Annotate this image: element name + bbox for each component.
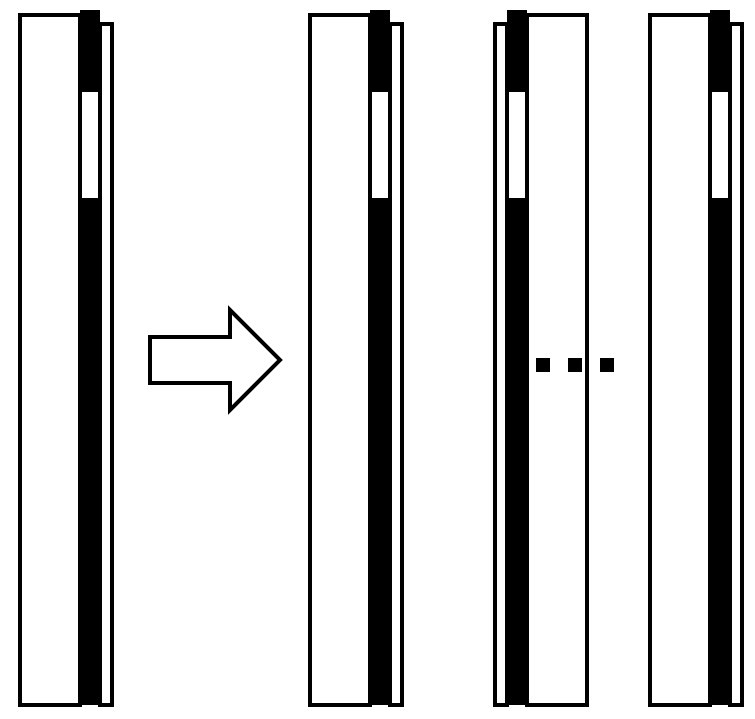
arrow-icon — [150, 310, 280, 410]
ellipsis-dot — [536, 358, 550, 372]
diagram-svg — [0, 0, 755, 719]
ellipsis-dot — [568, 358, 582, 372]
ellipsis-dot — [600, 358, 614, 372]
